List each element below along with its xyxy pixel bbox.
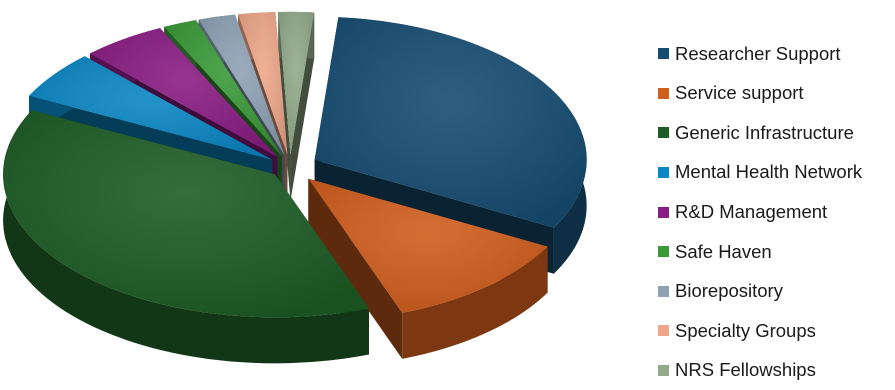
pie-slice-shading bbox=[314, 17, 587, 228]
pie-slice-shading bbox=[89, 28, 278, 158]
pie-slice-shading bbox=[29, 56, 273, 160]
pie-tops bbox=[3, 11, 587, 318]
legend-swatch bbox=[658, 167, 669, 179]
legend-item: R&D Management bbox=[658, 192, 862, 232]
legend-item: Generic Infrastructure bbox=[658, 113, 862, 153]
legend-swatch bbox=[658, 246, 669, 258]
legend-label: R&D Management bbox=[675, 200, 828, 222]
legend-item: Researcher Support bbox=[658, 34, 862, 74]
pie-chart: Researcher Support Service support Generic… bbox=[3, 11, 862, 379]
legend-item: Mental Health Network bbox=[658, 153, 862, 193]
legend-item: Safe Haven bbox=[658, 232, 862, 272]
pie-slice-shading bbox=[308, 178, 548, 313]
legend-swatch bbox=[658, 87, 669, 99]
legend-swatch bbox=[658, 48, 669, 60]
legend-swatch bbox=[658, 325, 669, 337]
legend-label: Specialty Groups bbox=[675, 319, 816, 341]
legend-label: Generic Infrastructure bbox=[675, 121, 854, 143]
legend-label: Researcher Support bbox=[675, 42, 841, 64]
legend-label: Mental Health Network bbox=[675, 161, 863, 183]
legend-item: Service support bbox=[658, 74, 862, 114]
pie-slice-rim bbox=[3, 110, 370, 364]
pie-slice-shading bbox=[278, 11, 315, 155]
legend-swatch bbox=[658, 365, 669, 377]
legend-label: Biorepository bbox=[675, 280, 783, 302]
legend-label: Safe Haven bbox=[675, 240, 772, 262]
pie-slice-shading bbox=[198, 14, 285, 156]
legend-item: NRS Fellowships bbox=[658, 351, 862, 390]
legend-item: Specialty Groups bbox=[658, 311, 862, 351]
pie-slice-shading bbox=[164, 20, 282, 156]
legend-swatch bbox=[658, 206, 669, 218]
pie-chart-plot bbox=[3, 11, 587, 364]
chart-legend: Researcher Support Service support Generic… bbox=[658, 34, 862, 390]
pie-slice-wall bbox=[278, 12, 291, 201]
pie-slice-wall bbox=[290, 12, 315, 201]
legend-label: NRS Fellowships bbox=[675, 359, 816, 381]
pie-slice-wall bbox=[308, 178, 403, 359]
pie-slice-shading bbox=[238, 12, 288, 155]
legend-swatch bbox=[658, 285, 669, 297]
pie-slice-shading bbox=[3, 110, 370, 318]
pie-slice-rim bbox=[402, 246, 548, 359]
legend-item: Biorepository bbox=[658, 272, 862, 312]
legend-swatch bbox=[658, 127, 669, 139]
legend-label: Service support bbox=[675, 82, 804, 104]
